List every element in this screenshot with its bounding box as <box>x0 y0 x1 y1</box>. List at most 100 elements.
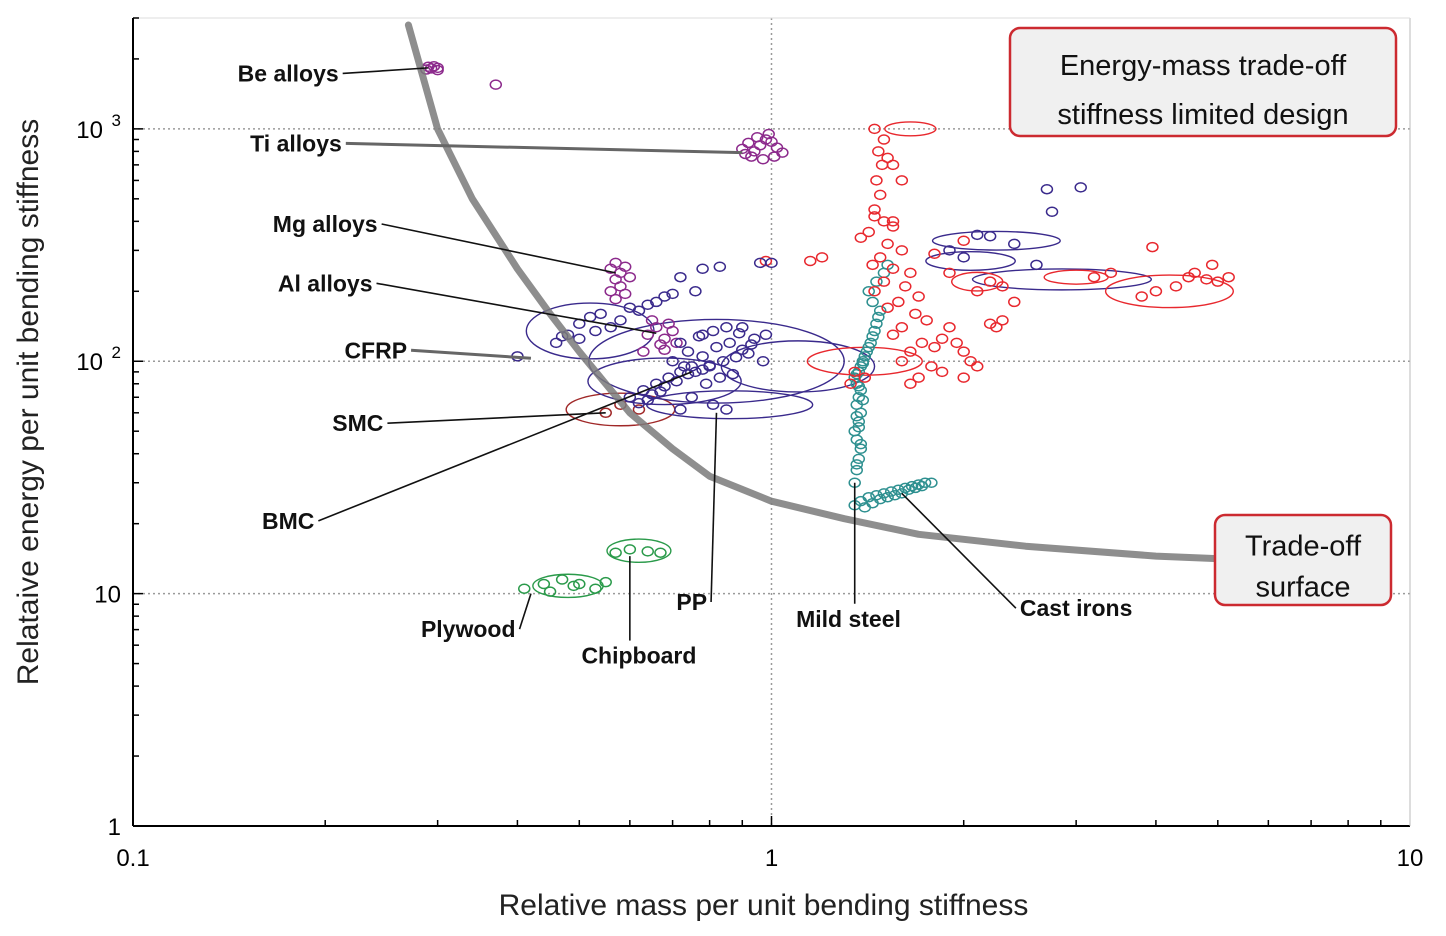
point-1-9 <box>756 154 770 165</box>
label-bmc: BMC <box>262 508 314 534</box>
point-10-57 <box>970 286 984 297</box>
point-13-2 <box>641 546 654 557</box>
point-7-18 <box>745 339 758 350</box>
point-3-2 <box>658 333 671 344</box>
point-10-53 <box>928 248 941 260</box>
point-11-1 <box>696 263 709 275</box>
label-mg-alloys: Mg alloys <box>273 211 378 237</box>
point-7-23 <box>677 361 691 372</box>
leader-5 <box>387 412 606 424</box>
point-11-12 <box>1074 182 1087 193</box>
point-6-9 <box>670 376 683 387</box>
point-4-12 <box>666 288 679 300</box>
point-10-41 <box>957 372 970 383</box>
point-10-58 <box>943 267 956 279</box>
point-1-0 <box>736 143 749 155</box>
info-box-1-line-1: surface <box>1255 572 1350 604</box>
series-ti-alloys <box>736 128 789 165</box>
y-tick-label-2: 10 <box>76 349 103 376</box>
point-1-12 <box>762 128 775 140</box>
point-10-18 <box>868 286 881 297</box>
point-10-12 <box>895 245 909 256</box>
point-10-15 <box>886 263 900 275</box>
point-10-47 <box>844 378 857 390</box>
point-4-10 <box>650 296 663 308</box>
point-7-25 <box>706 399 720 410</box>
point-7-20 <box>699 378 713 390</box>
point-10-42 <box>983 318 997 329</box>
leader-9 <box>901 492 1017 609</box>
point-10-31 <box>925 361 938 372</box>
point-10-44 <box>990 322 1003 333</box>
y-tick-exp-2: 2 <box>112 343 121 362</box>
point-7-3 <box>710 341 723 353</box>
point-10-71 <box>1146 241 1159 253</box>
point-2-8 <box>618 288 632 300</box>
point-7-7 <box>759 329 773 341</box>
leader-2 <box>381 223 616 274</box>
point-7-0 <box>666 355 679 367</box>
point-10-5 <box>873 189 887 201</box>
point-3-0 <box>641 329 654 341</box>
label-plywood: Plywood <box>421 616 516 642</box>
point-3-5 <box>662 318 675 329</box>
point-8-35 <box>852 381 866 392</box>
point-1-1 <box>742 137 755 149</box>
point-9-20 <box>915 480 929 492</box>
point-10-11 <box>881 238 894 250</box>
point-8-9 <box>852 391 866 403</box>
point-10-17 <box>877 276 891 287</box>
point-10-4 <box>870 175 883 186</box>
point-10-30 <box>895 355 909 367</box>
point-8-19 <box>864 337 877 349</box>
point-10-28 <box>928 341 941 353</box>
point-11-5 <box>689 286 702 297</box>
point-7-24 <box>685 391 698 403</box>
point-11-8 <box>1008 238 1021 250</box>
info-box-1-line-0: Trade-off <box>1245 531 1362 563</box>
series-al-alloys <box>637 315 683 357</box>
point-4-13 <box>573 333 586 344</box>
point-10-66 <box>1169 281 1183 292</box>
point-10-26 <box>886 329 900 341</box>
point-10-8 <box>886 221 900 232</box>
point-10-14 <box>866 259 879 271</box>
point-10-55 <box>983 276 997 287</box>
point-6-14 <box>654 386 667 397</box>
point-8-24 <box>873 305 887 316</box>
point-9-2 <box>862 491 875 503</box>
point-10-22 <box>881 302 894 313</box>
point-2-3 <box>618 261 632 273</box>
point-7-13 <box>674 337 687 349</box>
point-6-13 <box>641 394 654 406</box>
point-5-2 <box>632 404 646 415</box>
point-6-8 <box>658 381 671 392</box>
point-12-5 <box>599 576 612 588</box>
point-12-3 <box>573 578 586 590</box>
point-7-28 <box>696 329 709 341</box>
point-10-1 <box>877 134 891 145</box>
point-10-21 <box>892 296 905 308</box>
point-10-36 <box>950 337 963 349</box>
point-7-2 <box>696 351 709 362</box>
point-8-16 <box>858 351 872 362</box>
point-8-1 <box>850 464 864 476</box>
point-4-4 <box>594 308 607 320</box>
point-10-10 <box>854 232 868 243</box>
point-10-7 <box>877 216 891 227</box>
region-ellipse-6 <box>931 230 1061 251</box>
point-10-39 <box>964 355 977 367</box>
label-chipboard: Chipboard <box>581 643 696 669</box>
point-12-2 <box>555 574 569 585</box>
series-be-alloys <box>420 60 503 90</box>
point-7-15 <box>706 325 720 337</box>
x-tick-label-1: 1 <box>765 845 778 872</box>
point-10-72 <box>895 175 909 186</box>
point-3-4 <box>654 339 667 350</box>
info-boxes: Energy-mass trade-off stiffness limited d… <box>1008 26 1398 607</box>
point-8-30 <box>850 459 864 470</box>
point-10-64 <box>1211 276 1225 287</box>
region-ellipse-8 <box>925 251 1016 272</box>
point-10-35 <box>943 322 956 333</box>
point-7-1 <box>681 346 695 357</box>
